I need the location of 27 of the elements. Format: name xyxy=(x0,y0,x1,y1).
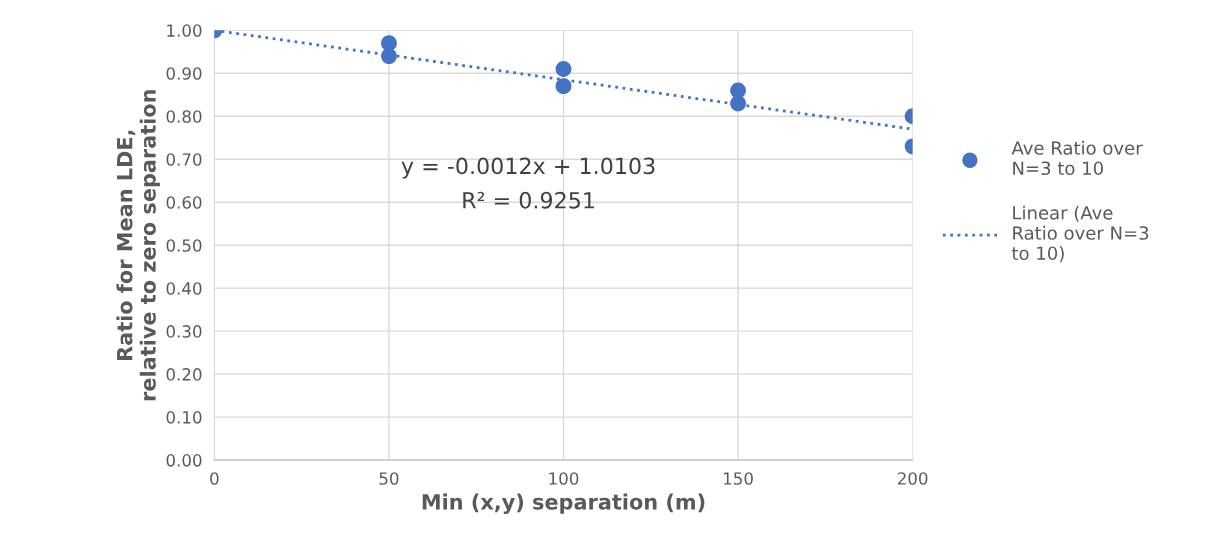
y-axis-title: Ratio for Mean LDE, relative to zero separation xyxy=(116,90,160,401)
y-tick-label: 0.10 xyxy=(166,411,202,424)
x-axis-title: Min (x,y) separation (m) xyxy=(422,493,705,514)
x-tick-label: 200 xyxy=(897,472,928,485)
y-tick-label: 0.50 xyxy=(166,239,202,252)
y-tick-label: 0.90 xyxy=(166,67,202,80)
y-tick-label: 0.80 xyxy=(166,110,202,123)
legend-label: Ave Ratio over N=3 to 10 xyxy=(1011,140,1143,176)
x-tick-label: 50 xyxy=(379,472,399,485)
point xyxy=(555,78,572,95)
y-tick-label: 1.00 xyxy=(167,24,202,37)
point xyxy=(730,82,746,99)
legend-label: Linear (Ave Ratio over N=3 to 10) xyxy=(1011,205,1149,263)
y-tick-label: 0.60 xyxy=(166,196,202,209)
y-tick-label: 0.70 xyxy=(166,153,202,166)
point xyxy=(555,61,572,77)
x-tick-label: 100 xyxy=(549,472,579,485)
y-tick-label: 0.30 xyxy=(166,325,202,338)
y-tick-label: 0.40 xyxy=(166,282,202,295)
point xyxy=(381,48,397,65)
annotation: R² = 0.9251 xyxy=(463,191,594,209)
y-tick-label: 0.20 xyxy=(166,368,202,381)
x-tick-label: 150 xyxy=(723,472,753,485)
point xyxy=(730,95,746,112)
y-tick-label: 0.00 xyxy=(166,454,202,467)
x-tick-label: 0 xyxy=(210,472,219,485)
annotation: y = -0.0012x + 1.0103 xyxy=(401,157,655,179)
